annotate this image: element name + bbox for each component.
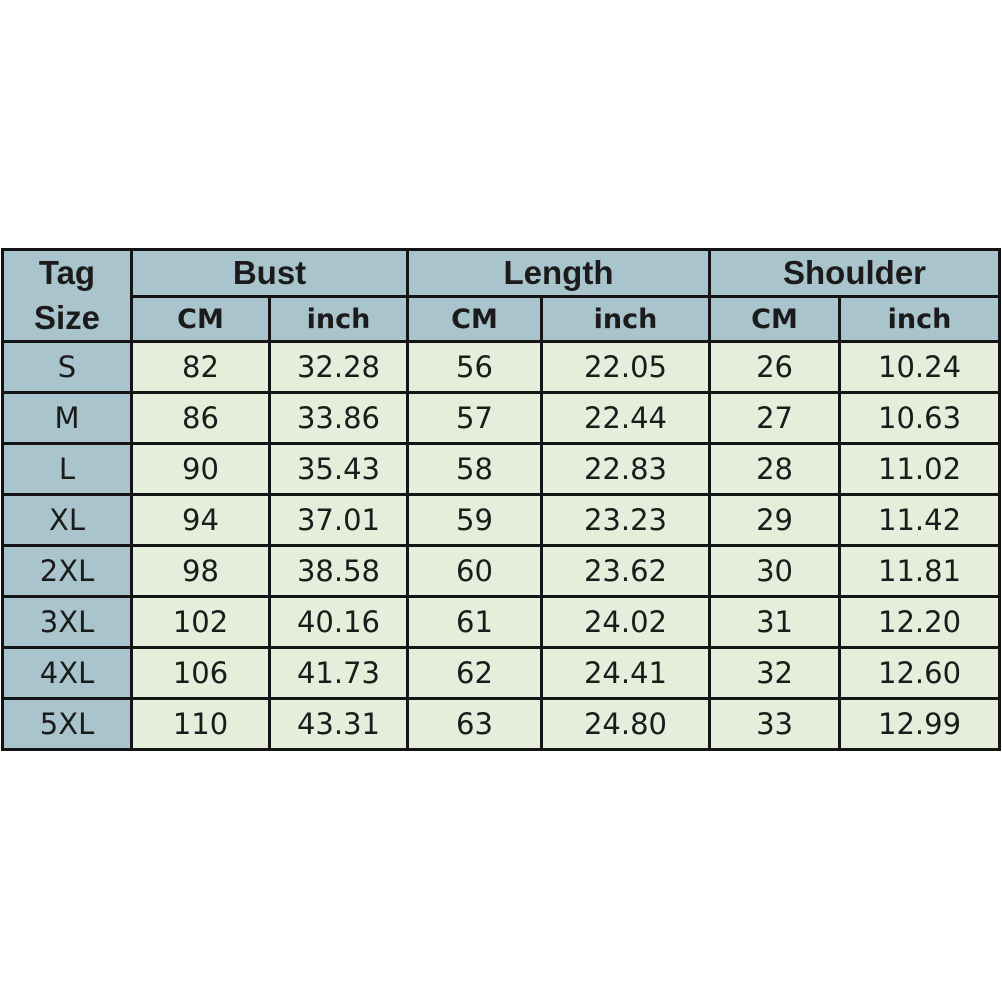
size-label-cell: 2XL [1,544,133,599]
measurement-cell: 58 [406,442,543,497]
measurement-cell: 90 [130,442,271,497]
bust-header-cell: Bust [130,247,409,299]
measurement-cell: 63 [406,697,543,752]
measurement-cell: 61 [406,595,543,650]
measurement-cell: 23.23 [539,493,712,548]
measurement-cell: 33.86 [268,391,409,446]
measurement-cell: 30 [708,544,842,599]
table-row: 3XL 102 40.16 61 24.02 31 12.20 [1,595,1002,650]
shoulder-cm-header-cell: CM [708,295,842,344]
tag-size-header-cell: Tag Size [1,247,133,344]
measurement-cell: 60 [406,544,543,599]
tag-size-line2: Size [33,298,101,336]
table-row: 2XL 98 38.58 60 23.62 30 11.81 [1,544,1002,599]
tag-size-line1: Tag [38,254,96,291]
measurement-cell: 22.44 [539,391,712,446]
measurement-cell: 40.16 [268,595,409,650]
measurement-cell: 37.01 [268,493,409,548]
measurement-cell: 11.02 [838,442,1002,497]
size-label-cell: M [1,391,133,446]
measurement-cell: 22.05 [539,340,712,395]
measurement-cell: 31 [708,595,842,650]
measurement-cell: 28 [708,442,842,497]
measurement-cell: 22.83 [539,442,712,497]
size-label-cell: S [1,340,133,395]
shoulder-inch-header-cell: inch [838,295,1002,344]
length-cm-header-cell: CM [406,295,543,344]
measurement-cell: 110 [130,697,271,752]
measurement-cell: 24.80 [539,697,712,752]
measurement-cell: 41.73 [268,646,409,701]
size-chart-table: Tag Size Bust Length Shoulder CM inch CM… [1,247,1002,752]
measurement-cell: 32.28 [268,340,409,395]
measurement-cell: 33 [708,697,842,752]
measurement-cell: 27 [708,391,842,446]
measurement-cell: 26 [708,340,842,395]
measurement-cell: 98 [130,544,271,599]
table-row: 5XL 110 43.31 63 24.80 33 12.99 [1,697,1002,752]
table-row: L 90 35.43 58 22.83 28 11.02 [1,442,1002,497]
group-header-row: Tag Size Bust Length Shoulder [1,247,1002,344]
length-inch-header-cell: inch [539,295,712,344]
measurement-cell: 12.60 [838,646,1002,701]
measurement-cell: 24.02 [539,595,712,650]
measurement-cell: 10.24 [838,340,1002,395]
unit-header-row: CM inch CM inch CM inch [3,295,1002,344]
measurement-cell: 38.58 [268,544,409,599]
size-label-cell: XL [1,493,133,548]
measurement-cell: 29 [708,493,842,548]
size-label-cell: 4XL [1,646,133,701]
table-row: M 86 33.86 57 22.44 27 10.63 [1,391,1002,446]
measurement-cell: 12.20 [838,595,1002,650]
measurement-cell: 57 [406,391,543,446]
bust-cm-header-cell: CM [130,295,271,344]
measurement-cell: 86 [130,391,271,446]
measurement-cell: 24.41 [539,646,712,701]
table-row: S 82 32.28 56 22.05 26 10.24 [1,340,1002,395]
measurement-cell: 82 [130,340,271,395]
measurement-cell: 11.81 [838,544,1002,599]
table-row: 4XL 106 41.73 62 24.41 32 12.60 [1,646,1002,701]
measurement-cell: 23.62 [539,544,712,599]
shoulder-header-cell: Shoulder [708,247,1002,299]
measurement-cell: 62 [406,646,543,701]
measurement-cell: 56 [406,340,543,395]
table-row: XL 94 37.01 59 23.23 29 11.42 [1,493,1002,548]
measurement-cell: 10.63 [838,391,1002,446]
measurement-cell: 32 [708,646,842,701]
size-label-cell: 3XL [1,595,133,650]
measurement-cell: 106 [130,646,271,701]
measurement-cell: 35.43 [268,442,409,497]
size-label-cell: 5XL [1,697,133,752]
measurement-cell: 43.31 [268,697,409,752]
bust-inch-header-cell: inch [268,295,409,344]
size-label-cell: L [1,442,133,497]
measurement-cell: 12.99 [838,697,1002,752]
measurement-cell: 59 [406,493,543,548]
measurement-cell: 102 [130,595,271,650]
measurement-cell: 11.42 [838,493,1002,548]
length-header-cell: Length [405,247,712,299]
measurement-cell: 94 [130,493,271,548]
